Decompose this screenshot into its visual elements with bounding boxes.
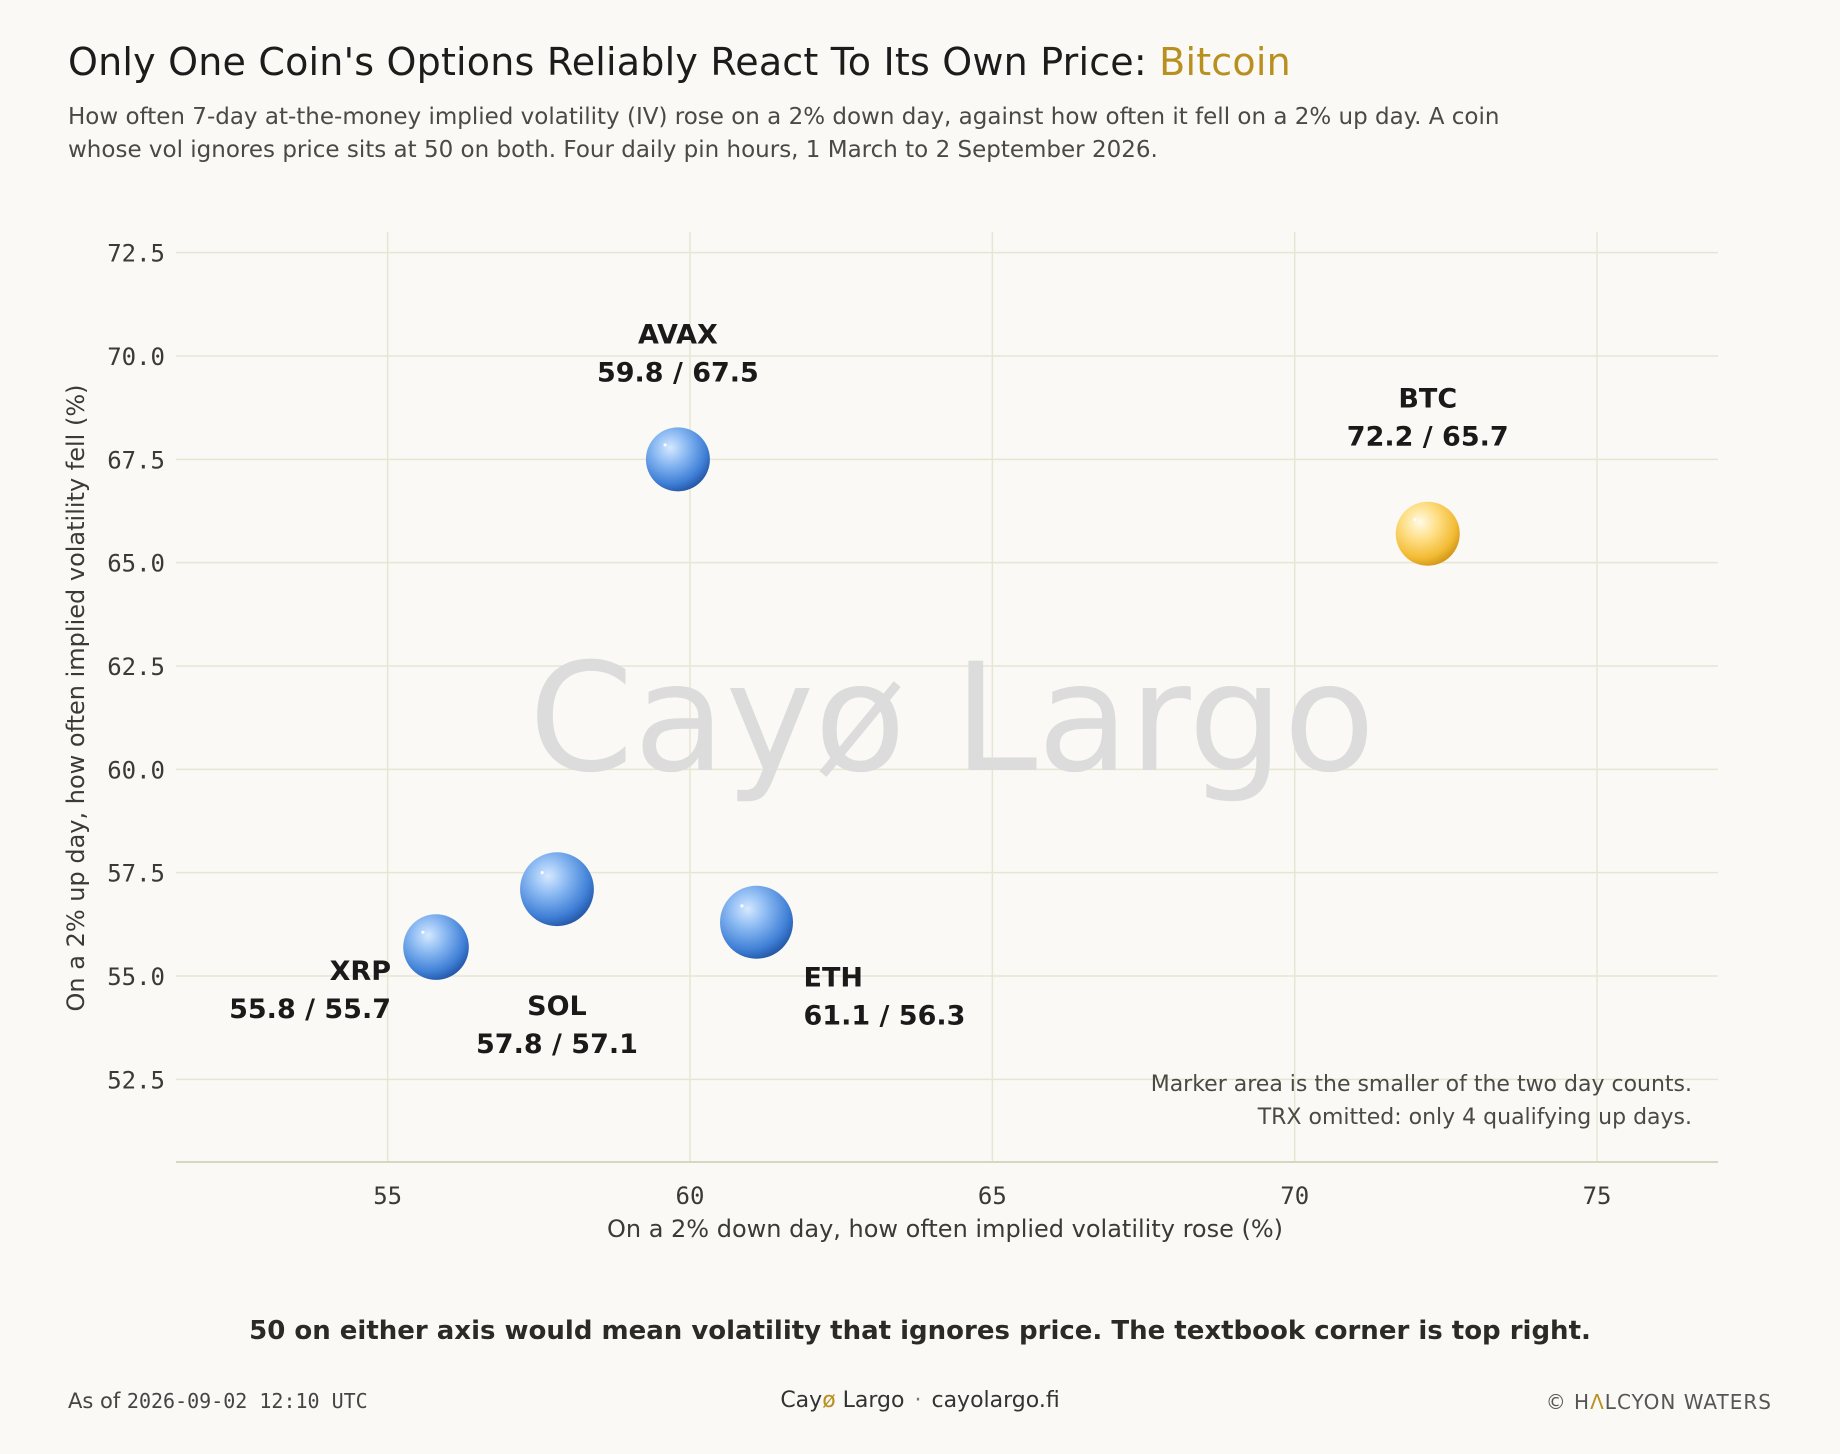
footer-separator: ·: [914, 1388, 922, 1413]
takeaway-text: 50 on either axis would mean volatility …: [249, 1316, 1591, 1346]
x-tick-label: 70: [1280, 1182, 1309, 1210]
chart-note-1: Marker area is the smaller of the two da…: [1151, 1072, 1692, 1097]
chart-note-2: TRX omitted: only 4 qualifying up days.: [1257, 1105, 1692, 1130]
y-tick-label: 72.5: [107, 240, 165, 268]
marker-highlight: [540, 870, 544, 875]
x-tick-label: 65: [978, 1182, 1007, 1210]
chart-title-accent: Bitcoin: [1159, 40, 1291, 84]
y-axis-label: On a 2% up day, how often implied volati…: [62, 385, 90, 1012]
brand-post: Largo: [835, 1388, 905, 1413]
marker-eth: [720, 885, 794, 959]
marker-avax: [645, 427, 710, 492]
chart-title: Only One Coin's Options Reliably React T…: [68, 40, 1291, 84]
marker-highlight: [663, 443, 667, 447]
footer-brand: Cayø Largo · cayolargo.fi: [0, 1388, 1840, 1413]
label-value-btc: 72.2 / 65.7: [1347, 422, 1509, 453]
label-value-xrp: 55.8 / 55.7: [229, 994, 391, 1025]
marker-xrp: [403, 914, 469, 980]
x-tick-label: 55: [373, 1182, 402, 1210]
y-tick-label: 52.5: [107, 1066, 165, 1094]
y-tick-label: 62.5: [107, 653, 165, 681]
label-name-eth: ETH: [804, 962, 863, 993]
y-tick-label: 60.0: [107, 756, 165, 784]
x-tick-label: 60: [676, 1182, 705, 1210]
footer-copyright: © HΛLCYON WATERS: [1546, 1390, 1772, 1414]
copyright-post: LCYON WATERS: [1604, 1390, 1772, 1414]
subtitle-line-1: How often 7-day at-the-money implied vol…: [68, 104, 1500, 130]
marker-btc: [1395, 501, 1460, 566]
x-tick-label: 75: [1583, 1182, 1612, 1210]
label-name-sol: SOL: [527, 991, 587, 1022]
x-axis-label: On a 2% down day, how often implied vola…: [607, 1215, 1283, 1243]
label-name-xrp: XRP: [330, 956, 391, 987]
y-tick-label: 55.0: [107, 963, 165, 991]
marker-highlight: [1413, 517, 1417, 521]
label-name-btc: BTC: [1398, 384, 1457, 415]
chart-subtitle: How often 7-day at-the-money implied vol…: [68, 101, 1568, 167]
brand-pre: Cay: [780, 1388, 823, 1413]
y-tick-label: 65.0: [107, 550, 165, 578]
point-labels: AVAX 59.8 / 67.5 BTC 72.2 / 65.7 XRP 55.8 / 5…: [229, 319, 1509, 1060]
copyright-pre: © H: [1545, 1390, 1591, 1414]
y-tick-label: 70.0: [107, 343, 165, 371]
y-tick-label: 67.5: [107, 446, 165, 474]
brand-o: ø: [822, 1388, 836, 1413]
marker-highlight: [740, 904, 744, 908]
as-of-prefix: As of: [68, 1389, 127, 1413]
as-of-time: 2026-09-02 12:10 UTC: [126, 1389, 368, 1413]
marker-sol: [520, 852, 594, 927]
marker-highlight: [421, 930, 425, 934]
subtitle-line-2: whose vol ignores price sits at 50 on bo…: [68, 137, 1158, 163]
as-of-timestamp: As of 2026-09-02 12:10 UTC: [68, 1389, 368, 1413]
chart-title-main: Only One Coin's Options Reliably React T…: [68, 40, 1160, 84]
copyright-a: Λ: [1590, 1390, 1605, 1414]
watermark: Cayø Largo: [529, 632, 1375, 806]
label-name-avax: AVAX: [638, 319, 718, 350]
label-value-sol: 57.8 / 57.1: [476, 1029, 638, 1060]
footer-site-link[interactable]: cayolargo.fi: [931, 1388, 1060, 1413]
label-value-avax: 59.8 / 67.5: [597, 357, 759, 388]
y-tick-label: 57.5: [107, 860, 165, 888]
axes: 55 60 65 70 75 52.5 55.0 57.5 60.0 62.5 65.0 67.5 70…: [107, 240, 1718, 1210]
label-value-eth: 61.1 / 56.3: [804, 1000, 966, 1031]
data-points: [403, 427, 1460, 980]
